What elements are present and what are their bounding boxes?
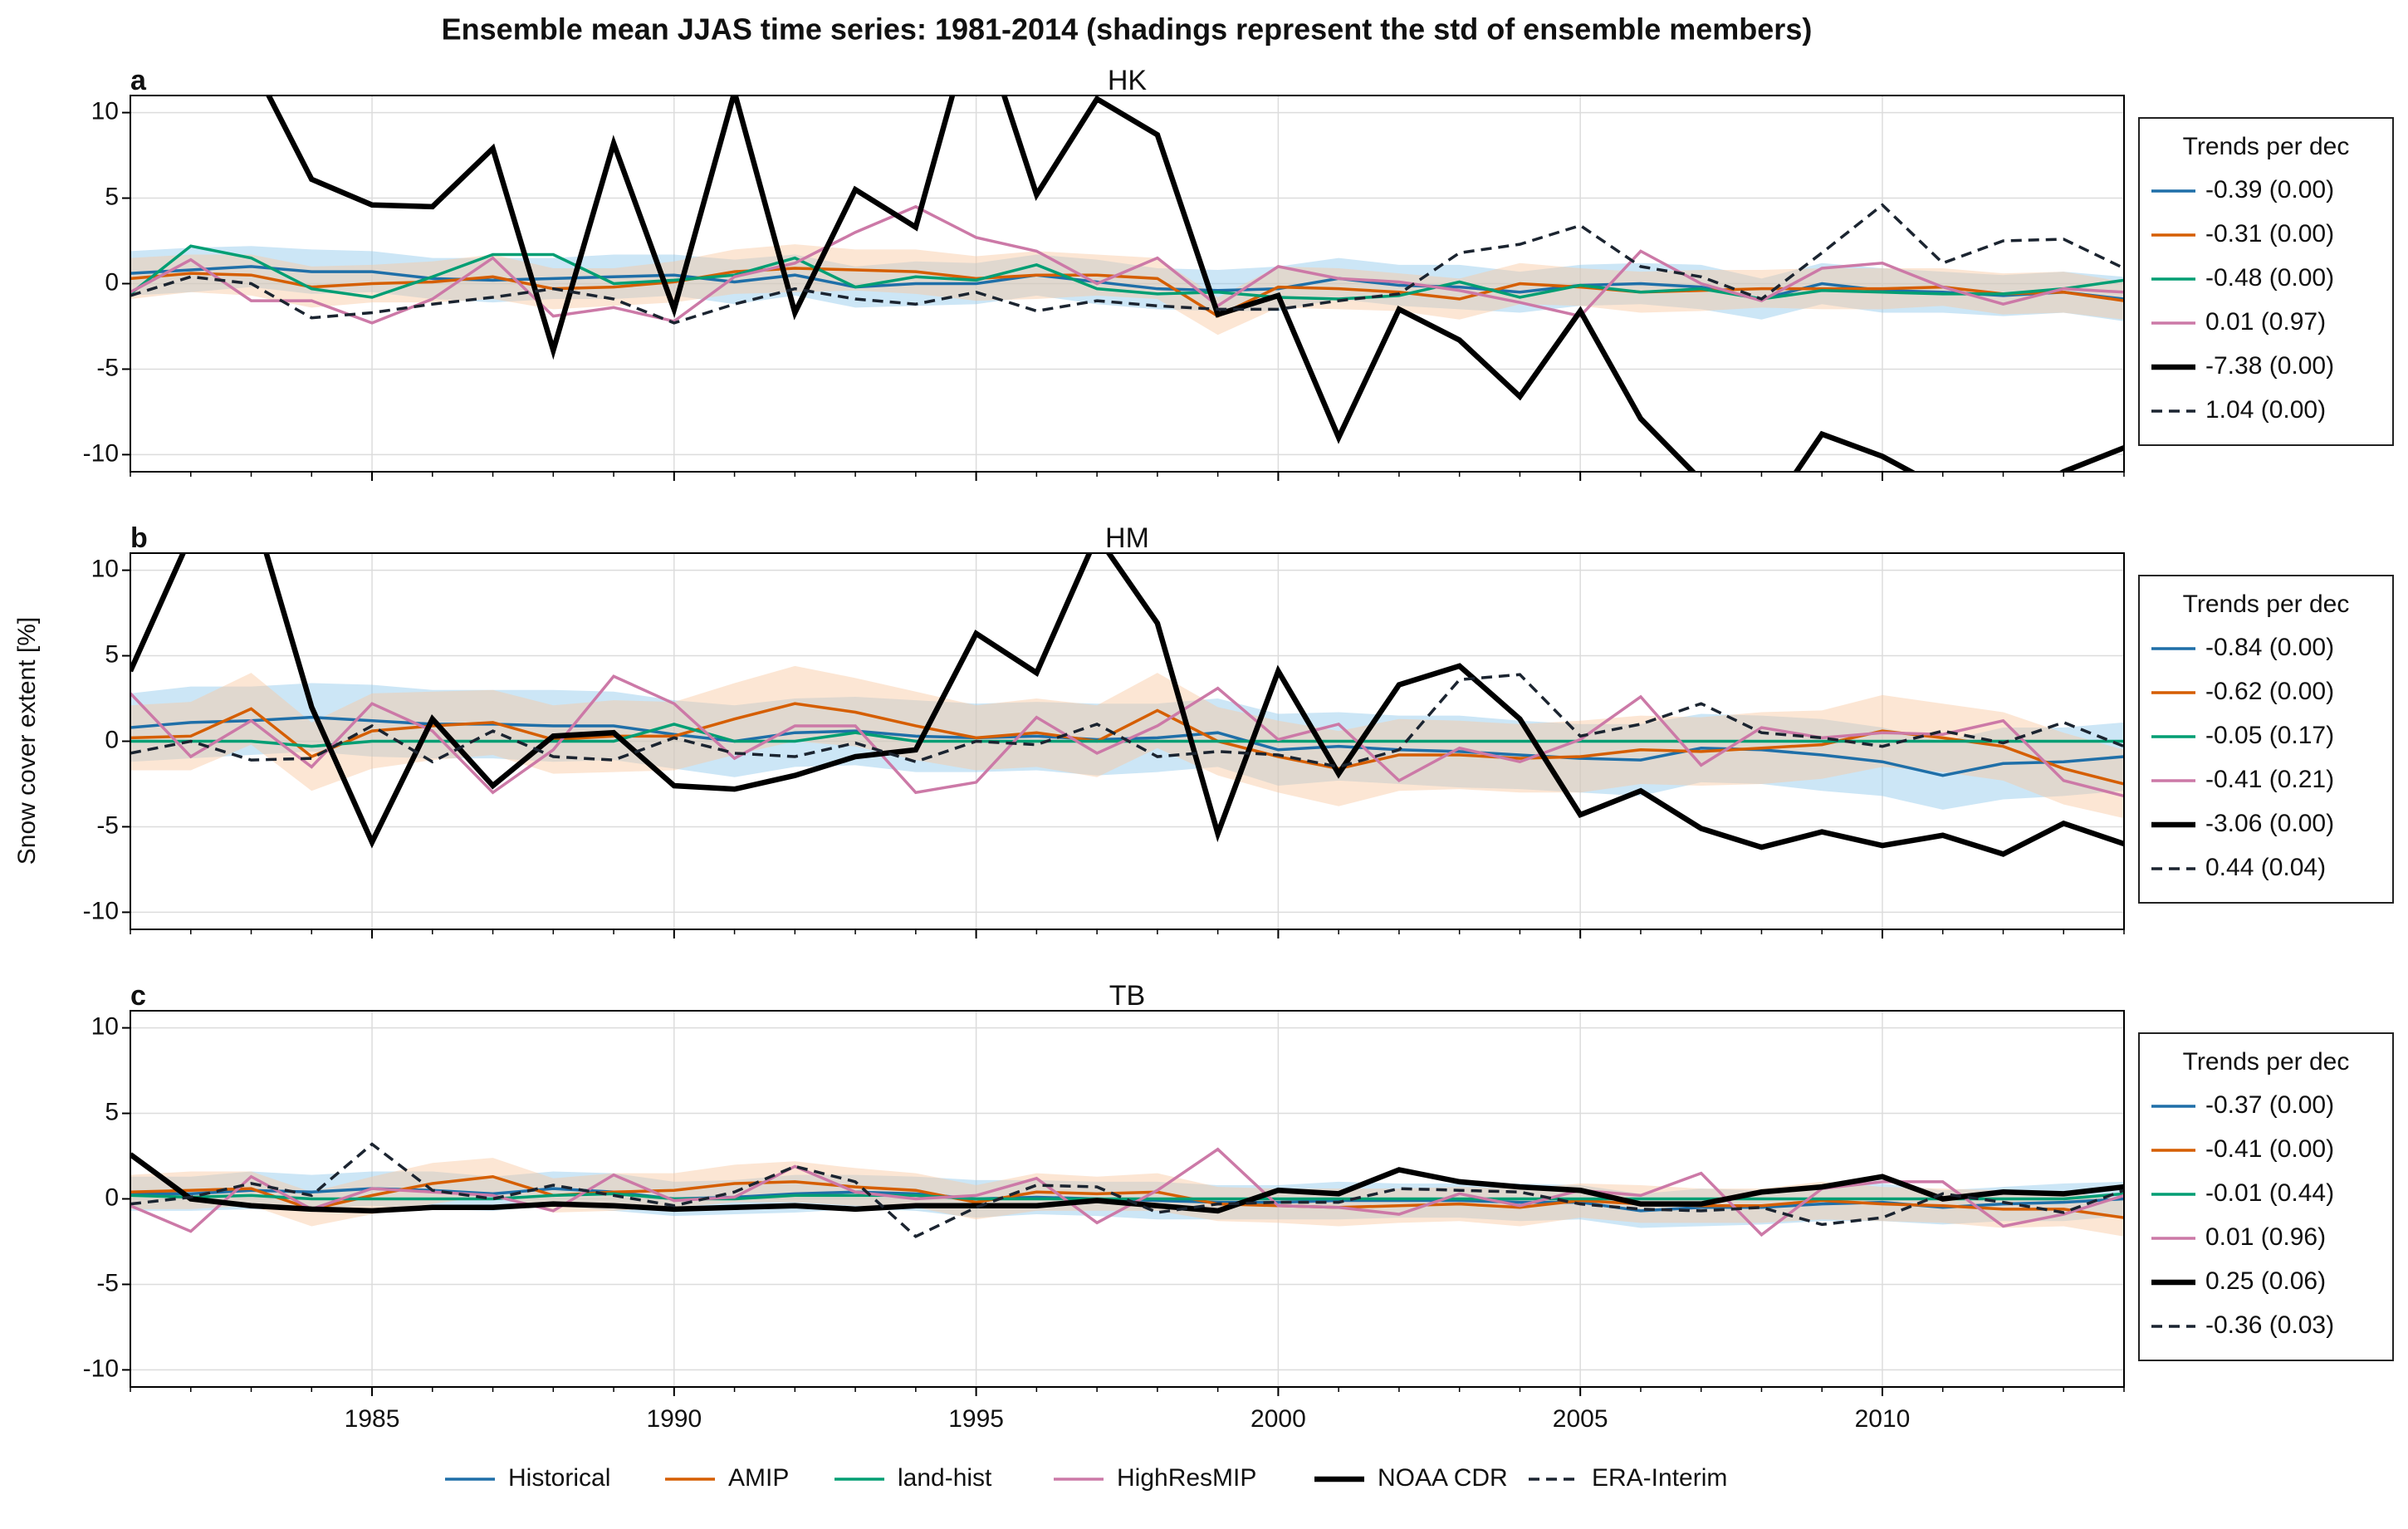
y-tick-label: 0 bbox=[105, 1184, 119, 1211]
axes-frame bbox=[130, 95, 2125, 473]
plot-area bbox=[130, 96, 2124, 472]
series-line bbox=[130, 1152, 2124, 1214]
legend-label: Historical bbox=[508, 1464, 610, 1492]
std-band bbox=[130, 244, 2124, 336]
y-tick-label: 10 bbox=[91, 1013, 119, 1041]
panel-label: a bbox=[130, 65, 147, 96]
x-tick-label: 1995 bbox=[948, 1405, 1004, 1433]
y-tick-label: 5 bbox=[105, 640, 119, 668]
series-line bbox=[130, 702, 2124, 786]
x-tick-label: 1990 bbox=[646, 1405, 702, 1433]
series-line bbox=[130, 244, 2124, 301]
legend-label: -0.41 (0.21) bbox=[2205, 766, 2334, 793]
series-line bbox=[130, 1174, 2124, 1219]
legend-label: -0.41 (0.00) bbox=[2205, 1135, 2334, 1163]
axes-frame bbox=[130, 1010, 2125, 1388]
y-tick-label: 10 bbox=[91, 98, 119, 125]
panel-title: HK bbox=[1108, 65, 1148, 96]
legend-label: AMIP bbox=[728, 1464, 789, 1492]
x-tick-label: 1985 bbox=[345, 1405, 400, 1433]
legend-label: -0.37 (0.00) bbox=[2205, 1091, 2334, 1119]
legend-label: land-hist bbox=[898, 1464, 992, 1492]
legend-label: -7.38 (0.00) bbox=[2205, 352, 2334, 380]
series-line bbox=[130, 1192, 2124, 1201]
legend-label: ERA-Interim bbox=[1592, 1464, 1727, 1492]
plot-area bbox=[130, 1142, 2124, 1238]
y-axis-label: Snow cover extent [%] bbox=[13, 617, 41, 865]
series-line bbox=[130, 1142, 2124, 1238]
legend-label: -0.62 (0.00) bbox=[2205, 678, 2334, 705]
legend-label: -0.01 (0.44) bbox=[2205, 1179, 2334, 1207]
legend-label: 1.04 (0.00) bbox=[2205, 396, 2326, 424]
panel-label: b bbox=[130, 522, 148, 554]
legend-label: -0.84 (0.00) bbox=[2205, 634, 2334, 661]
series-line bbox=[130, 203, 2124, 325]
legend-label: 0.25 (0.06) bbox=[2205, 1267, 2326, 1295]
panel-title: TB bbox=[1109, 980, 1145, 1012]
std-band bbox=[130, 683, 2124, 810]
y-tick-label: 0 bbox=[105, 726, 119, 753]
std-band bbox=[130, 246, 2124, 321]
y-tick-label: 10 bbox=[91, 556, 119, 583]
y-tick-label: -10 bbox=[83, 897, 119, 924]
legend-title: Trends per dec bbox=[2183, 133, 2350, 160]
x-tick-label: 2005 bbox=[1553, 1405, 1608, 1433]
legend-label: -0.48 (0.00) bbox=[2205, 264, 2334, 292]
y-tick-label: 5 bbox=[105, 1098, 119, 1125]
plot-area bbox=[130, 553, 2124, 857]
y-tick-label: -5 bbox=[96, 1269, 119, 1296]
legend-label: -0.36 (0.03) bbox=[2205, 1311, 2334, 1339]
x-tick-label: 2010 bbox=[1855, 1405, 1911, 1433]
legend-label: HighResMIP bbox=[1117, 1464, 1256, 1492]
legend-label: NOAA CDR bbox=[1378, 1464, 1508, 1492]
y-tick-label: -10 bbox=[83, 439, 119, 467]
legend-label: -0.05 (0.17) bbox=[2205, 722, 2334, 749]
y-tick-label: -10 bbox=[83, 1355, 119, 1382]
std-band bbox=[130, 1158, 2124, 1237]
x-tick-label: 2000 bbox=[1250, 1405, 1306, 1433]
series-line bbox=[130, 553, 2124, 857]
legend-label: 0.01 (0.96) bbox=[2205, 1223, 2326, 1251]
y-tick-label: -5 bbox=[96, 354, 119, 381]
legend-box bbox=[2138, 117, 2394, 446]
panel-title: HM bbox=[1105, 522, 1149, 554]
y-tick-label: 0 bbox=[105, 268, 119, 296]
series-line bbox=[130, 673, 2124, 769]
legend-label: -0.39 (0.00) bbox=[2205, 176, 2334, 203]
legend-label: -3.06 (0.00) bbox=[2205, 810, 2334, 837]
panel-label: c bbox=[130, 980, 146, 1012]
legend-title: Trends per dec bbox=[2183, 1048, 2350, 1076]
legend-box bbox=[2138, 1032, 2394, 1361]
y-tick-label: 5 bbox=[105, 183, 119, 210]
y-tick-label: -5 bbox=[96, 811, 119, 839]
axes-frame bbox=[130, 552, 2125, 930]
figure-title: Ensemble mean JJAS time series: 1981-201… bbox=[442, 12, 1813, 47]
legend-title: Trends per dec bbox=[2183, 591, 2350, 618]
legend-box bbox=[2138, 575, 2394, 904]
legend-label: 0.44 (0.04) bbox=[2205, 854, 2326, 881]
legend-label: -0.31 (0.00) bbox=[2205, 220, 2334, 247]
series-line bbox=[265, 96, 2124, 472]
series-line bbox=[130, 204, 2124, 325]
legend-label: 0.01 (0.97) bbox=[2205, 308, 2326, 336]
